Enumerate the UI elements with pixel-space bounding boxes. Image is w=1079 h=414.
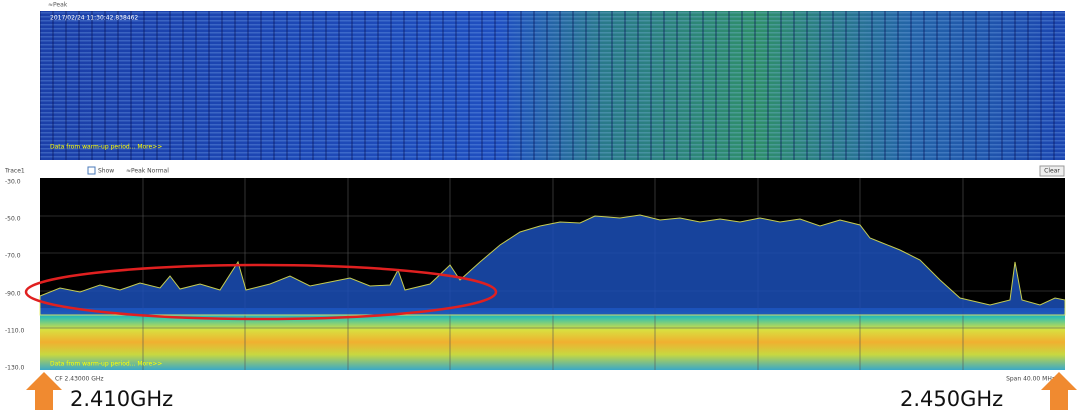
y-label: -90.0 [5, 291, 21, 298]
left-frequency: 2.410GHz [70, 387, 173, 411]
center-frequency: CF 2.43000 GHz [55, 376, 104, 383]
warmup-note: Data from warm-up period... More>> [50, 144, 162, 151]
y-label: -50.0 [5, 216, 21, 223]
y-label: -110.0 [5, 328, 25, 335]
clear-label: Clear [1044, 168, 1060, 175]
arrow-left [26, 372, 62, 410]
trace-label: Trace1 [4, 168, 25, 175]
mode-label: ≈Peak Normal [126, 168, 169, 175]
y-label: -130.0 [5, 365, 25, 372]
y-label: -30.0 [5, 179, 21, 186]
clear-button[interactable] [1039, 165, 1065, 177]
show-label: Show [98, 168, 114, 175]
warmup-note: Data from warm-up period... More>> [50, 361, 162, 368]
span: Span 40.00 MHz [1006, 376, 1055, 383]
waterfall-label: ≈Peak [48, 2, 68, 9]
trace [39, 214, 1066, 316]
y-label: -70.0 [5, 253, 21, 260]
waterfall-texture [40, 11, 1065, 160]
timestamp: 2017/02/24 11:30:42.838462 [50, 15, 138, 22]
right-frequency: 2.450GHz [900, 387, 1003, 411]
show-checkbox[interactable] [87, 166, 96, 175]
arrow-right [1041, 372, 1077, 410]
highlight-ellipse [24, 263, 498, 321]
